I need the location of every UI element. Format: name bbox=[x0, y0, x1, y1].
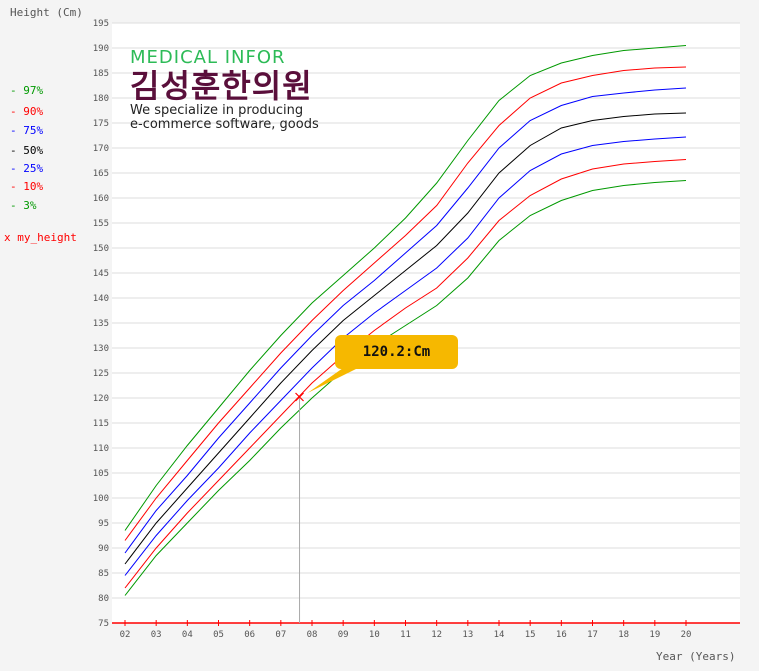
series-line-90pct bbox=[124, 66, 687, 541]
y-tick-label: 195 bbox=[93, 19, 109, 29]
legend-item-50: - 50% bbox=[10, 144, 44, 157]
y-tick-label: 75 bbox=[98, 619, 109, 629]
y-tick-label: 150 bbox=[93, 244, 109, 254]
y-tick-label: 185 bbox=[93, 69, 109, 79]
brand-title: MEDICAL INFOR bbox=[130, 47, 286, 68]
y-tick-label: 140 bbox=[93, 294, 109, 304]
series-line-10pct bbox=[124, 159, 687, 589]
y-tick-label: 120 bbox=[93, 394, 109, 404]
y-tick-label: 180 bbox=[93, 94, 109, 104]
y-tick-label: 95 bbox=[98, 519, 109, 529]
y-tick-label: 165 bbox=[93, 169, 109, 179]
height-tooltip: 120.2:Cm bbox=[335, 335, 458, 369]
brand-tagline-1: We specialize in producing bbox=[130, 103, 304, 118]
x-tick-label: 15 bbox=[525, 630, 536, 640]
brand-clinic-name: 김성훈한의원 bbox=[130, 67, 313, 105]
y-tick-label: 125 bbox=[93, 369, 109, 379]
y-tick-label: 105 bbox=[93, 469, 109, 479]
x-tick-label: 18 bbox=[618, 630, 629, 640]
my-height-marker bbox=[295, 392, 304, 402]
y-tick-label: 155 bbox=[93, 219, 109, 229]
y-tick-label: 160 bbox=[93, 194, 109, 204]
x-tick-label: 13 bbox=[462, 630, 473, 640]
x-tick-label: 09 bbox=[338, 630, 349, 640]
y-axis-title: Height (Cm) bbox=[10, 6, 83, 19]
x-axis-title: Year (Years) bbox=[656, 650, 736, 663]
legend-item-90: - 90% bbox=[10, 105, 44, 118]
x-tick-label: 06 bbox=[244, 630, 255, 640]
y-tick-label: 100 bbox=[93, 494, 109, 504]
y-tick-label: 80 bbox=[98, 594, 109, 604]
series-line-97pct bbox=[124, 45, 687, 531]
tooltip-pointer bbox=[307, 368, 358, 393]
y-tick-label: 190 bbox=[93, 44, 109, 54]
x-tick-label: 04 bbox=[182, 630, 193, 640]
series-line-75pct bbox=[124, 87, 687, 554]
series-line-3pct bbox=[124, 180, 687, 596]
y-tick-label: 90 bbox=[98, 544, 109, 554]
x-tick-label: 19 bbox=[649, 630, 660, 640]
x-tick-label: 02 bbox=[120, 630, 131, 640]
x-tick-label: 20 bbox=[681, 630, 692, 640]
x-tick-label: 12 bbox=[431, 630, 442, 640]
legend-item-75: - 75% bbox=[10, 124, 44, 137]
legend-item-97: - 97% bbox=[10, 84, 44, 97]
y-tick-label: 85 bbox=[98, 569, 109, 579]
series-line-50pct bbox=[124, 112, 687, 565]
x-tick-label: 05 bbox=[213, 630, 224, 640]
x-tick-label: 03 bbox=[151, 630, 162, 640]
y-tick-label: 130 bbox=[93, 344, 109, 354]
y-tick-label: 135 bbox=[93, 319, 109, 329]
x-tick-label: 11 bbox=[400, 630, 411, 640]
x-tick-label: 17 bbox=[587, 630, 598, 640]
legend-item-10: - 10% bbox=[10, 180, 44, 193]
series-line-25pct bbox=[124, 136, 687, 576]
legend-item-my-height: x my_height bbox=[4, 231, 77, 244]
x-tick-label: 14 bbox=[494, 630, 505, 640]
y-tick-label: 115 bbox=[93, 419, 109, 429]
x-tick-label: 07 bbox=[275, 630, 286, 640]
y-tick-label: 110 bbox=[93, 444, 109, 454]
x-tick-label: 16 bbox=[556, 630, 567, 640]
legend-item-25: - 25% bbox=[10, 162, 44, 175]
brand-logo: MEDICAL INFOR 김성훈한의원 We specialize in pr… bbox=[130, 48, 319, 132]
x-tick-label: 10 bbox=[369, 630, 380, 640]
brand-tagline-2: e-commerce software, goods bbox=[130, 117, 319, 132]
x-tick-label: 08 bbox=[307, 630, 318, 640]
y-tick-label: 170 bbox=[93, 144, 109, 154]
legend-item-3: - 3% bbox=[10, 199, 37, 212]
y-tick-label: 145 bbox=[93, 269, 109, 279]
y-tick-label: 175 bbox=[93, 119, 109, 129]
